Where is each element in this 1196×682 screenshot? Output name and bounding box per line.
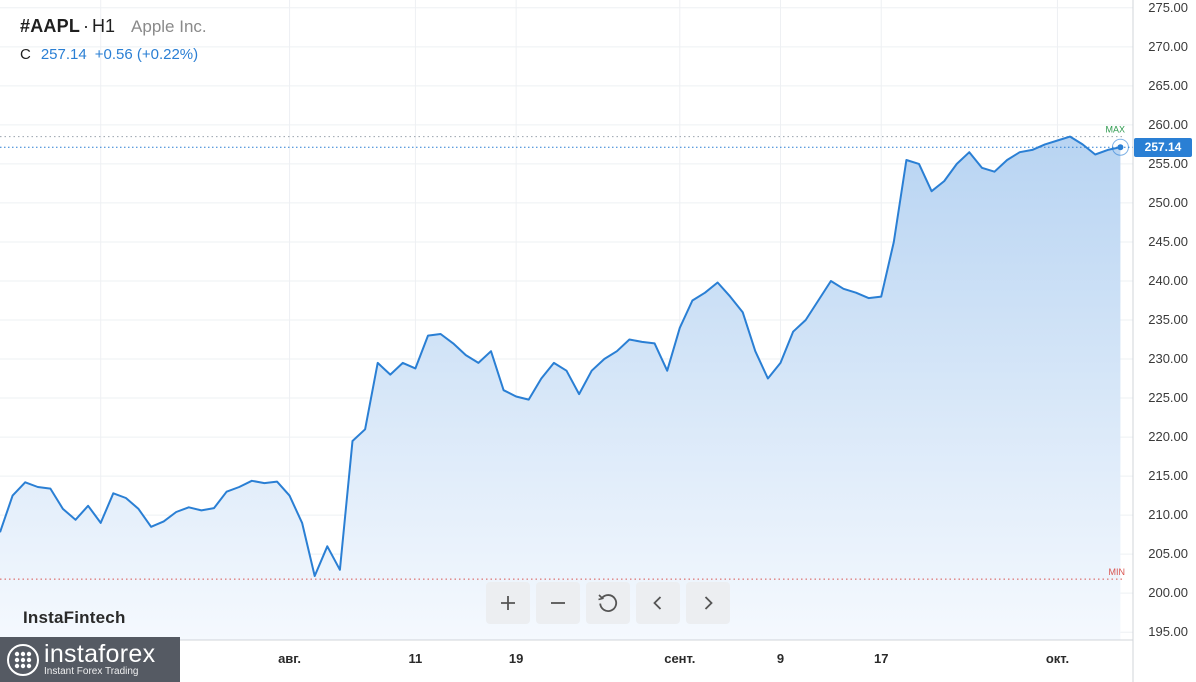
instaforex-name: instaforex: [44, 640, 156, 668]
y-tick-label: 255.00: [1148, 156, 1188, 171]
close-label: C: [20, 46, 31, 63]
x-tick-label: окт.: [1046, 651, 1069, 666]
instaforex-logo-icon: [7, 643, 39, 676]
x-tick-label: авг.: [278, 651, 301, 666]
y-tick-label: 205.00: [1148, 546, 1188, 561]
instaforex-badge: instaforex Instant Forex Trading: [0, 637, 180, 682]
timeframe: H1: [92, 16, 116, 36]
x-tick-label: 19: [509, 651, 523, 666]
y-tick-label: 230.00: [1148, 351, 1188, 366]
y-tick-label: 210.00: [1148, 507, 1188, 522]
zoom-out-button[interactable]: [536, 582, 580, 624]
reset-button[interactable]: [586, 582, 630, 624]
x-tick-label: сент.: [664, 651, 695, 666]
min-label: MIN: [1109, 567, 1126, 577]
y-tick-label: 270.00: [1148, 39, 1188, 54]
last-price-tag: 257.14: [1134, 137, 1192, 157]
chevron-right-icon: [704, 596, 713, 610]
instafintech-logo: InstaFintech: [23, 608, 126, 627]
y-tick-label: 250.00: [1148, 195, 1188, 210]
y-tick-label: 225.00: [1148, 390, 1188, 405]
price-change: +0.56 (+0.22%): [94, 46, 199, 63]
y-tick-label: 200.00: [1148, 585, 1188, 600]
last-point: [1117, 144, 1124, 151]
x-tick-label: 17: [874, 651, 888, 666]
plus-icon: [501, 596, 515, 610]
price-area: [0, 136, 1121, 640]
y-tick-label: 195.00: [1148, 624, 1188, 639]
scroll-left-button[interactable]: [636, 582, 680, 624]
last-point-halo: [1111, 138, 1129, 156]
y-tick-label: 220.00: [1148, 429, 1188, 444]
chart-toolbar: [486, 582, 730, 624]
x-tick-label: 9: [777, 651, 784, 666]
scroll-right-button[interactable]: [686, 582, 730, 624]
y-tick-label: 260.00: [1148, 117, 1188, 132]
reset-icon: [598, 594, 618, 612]
y-tick-label: 240.00: [1148, 273, 1188, 288]
symbol-separator: ·: [83, 16, 90, 36]
y-tick-label: 215.00: [1148, 468, 1188, 483]
x-tick-label: 11: [409, 651, 423, 666]
minus-icon: [551, 602, 565, 604]
chart-header: #AAPL · H1 Apple Inc. C 257.14 +0.56 (+0…: [20, 16, 207, 63]
y-tick-label: 245.00: [1148, 234, 1188, 249]
max-label: MAX: [1105, 125, 1125, 135]
close-value: 257.14: [40, 46, 87, 63]
y-tick-label: 275.00: [1148, 0, 1188, 15]
y-tick-label: 265.00: [1148, 78, 1188, 93]
company-name: Apple Inc.: [131, 17, 207, 36]
zoom-in-button[interactable]: [486, 582, 530, 624]
symbol: #AAPL: [20, 16, 81, 36]
chevron-left-icon: [653, 596, 662, 610]
instaforex-tagline: Instant Forex Trading: [44, 666, 139, 677]
price-line: [0, 135, 1121, 577]
y-tick-label: 235.00: [1148, 312, 1188, 327]
